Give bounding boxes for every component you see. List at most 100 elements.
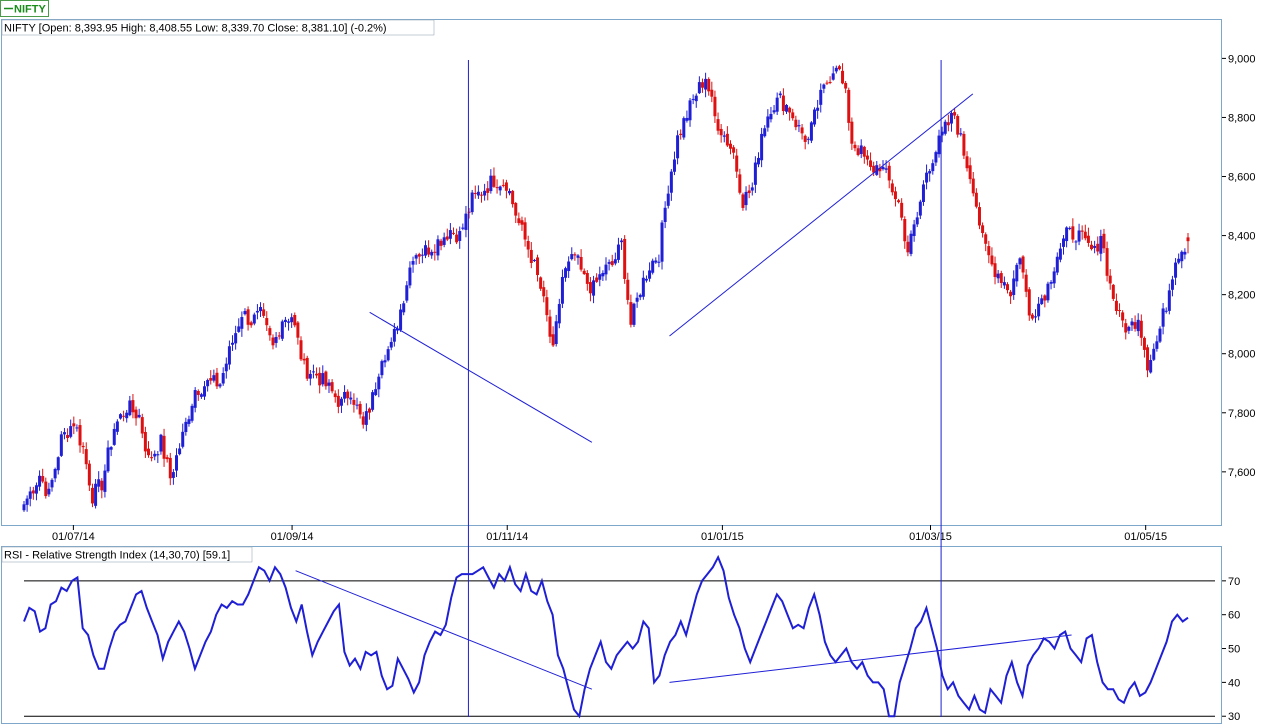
price-trendline[interactable] — [669, 93, 974, 337]
price-trendline[interactable] — [369, 311, 593, 443]
candle — [1121, 310, 1125, 328]
candle — [526, 235, 530, 258]
candle — [321, 365, 325, 387]
candle — [831, 66, 835, 81]
date-tick-label: 01/07/14 — [52, 531, 95, 543]
candle — [732, 145, 736, 159]
candle — [427, 240, 431, 258]
candle — [551, 326, 555, 347]
price-tick-label: 8,200 — [1228, 290, 1256, 302]
candle — [688, 97, 692, 127]
candle — [1161, 302, 1165, 335]
candle — [283, 316, 287, 328]
candle — [296, 321, 300, 345]
candle — [1015, 262, 1019, 287]
candle — [53, 467, 57, 483]
rsi-header: RSI - Relative Strength Index (14,30,70)… — [4, 550, 230, 562]
candle — [455, 228, 459, 245]
rsi-tick-label: 40 — [1228, 677, 1240, 689]
candle — [601, 270, 605, 282]
candle — [203, 381, 207, 400]
candle — [302, 353, 306, 365]
symbol-tab[interactable]: NIFTY — [0, 0, 49, 17]
price-tick-label: 8,800 — [1228, 112, 1256, 124]
candle — [825, 80, 829, 86]
candle — [224, 357, 228, 379]
candle — [436, 235, 440, 261]
candle — [271, 334, 275, 350]
candle — [632, 302, 636, 328]
candle — [529, 242, 533, 269]
candle — [949, 110, 953, 132]
candle — [1018, 257, 1022, 270]
candle — [118, 413, 122, 420]
candle — [1167, 283, 1171, 315]
candle — [346, 389, 350, 406]
date-tick-label: 01/09/14 — [271, 531, 314, 543]
candle — [616, 237, 620, 263]
candle — [423, 240, 427, 259]
candle — [299, 336, 303, 362]
rsi-trendlines — [295, 570, 1072, 690]
candle — [1180, 250, 1184, 269]
candle — [548, 309, 552, 344]
candle — [175, 448, 179, 478]
candle — [1139, 314, 1143, 346]
candle — [669, 169, 673, 201]
candle — [367, 407, 371, 420]
rsi-trendline[interactable] — [295, 570, 593, 690]
candle — [1127, 325, 1131, 334]
candle — [277, 331, 281, 340]
candle — [504, 179, 508, 199]
candle — [1111, 283, 1115, 301]
candle — [358, 401, 362, 419]
candle — [750, 182, 754, 196]
candle — [1058, 243, 1062, 263]
rsi-pane: RSI - Relative Strength Index (14,30,70)… — [1, 546, 1240, 724]
candle — [81, 442, 85, 454]
candle — [828, 76, 832, 85]
candle — [140, 413, 144, 439]
candle — [168, 452, 172, 486]
candle — [713, 90, 717, 123]
candle — [153, 450, 157, 461]
candle — [595, 273, 599, 283]
candle — [246, 306, 250, 331]
candle — [999, 270, 1003, 288]
candle — [554, 314, 558, 347]
candle — [405, 281, 409, 303]
candle — [480, 191, 484, 203]
candle — [243, 308, 247, 316]
candle — [193, 387, 197, 413]
candle — [458, 226, 462, 249]
candle — [125, 409, 129, 423]
candle — [162, 428, 166, 467]
candle — [803, 134, 807, 150]
vertical-markers — [467, 60, 942, 717]
candle — [215, 367, 219, 390]
candle — [199, 392, 203, 399]
candle — [374, 382, 378, 397]
candle — [570, 247, 574, 261]
candle — [934, 150, 938, 166]
candle — [1021, 255, 1025, 279]
candle — [433, 244, 437, 261]
symbol-tab-label: NIFTY — [14, 4, 46, 16]
candle — [573, 252, 577, 261]
candle — [159, 433, 163, 455]
rsi-tick-label: 50 — [1228, 644, 1240, 656]
candle — [355, 397, 359, 410]
candle — [134, 406, 138, 426]
candle — [280, 319, 284, 341]
candle — [747, 184, 751, 199]
candle — [1149, 354, 1153, 374]
rsi-tick-label: 60 — [1228, 610, 1240, 622]
rsi-trendline[interactable] — [669, 634, 1072, 683]
candle — [629, 294, 633, 328]
candle — [1114, 293, 1118, 315]
candle — [252, 312, 256, 326]
candle — [181, 423, 185, 449]
candle — [59, 431, 63, 457]
candle — [588, 277, 592, 302]
candle — [685, 110, 689, 123]
